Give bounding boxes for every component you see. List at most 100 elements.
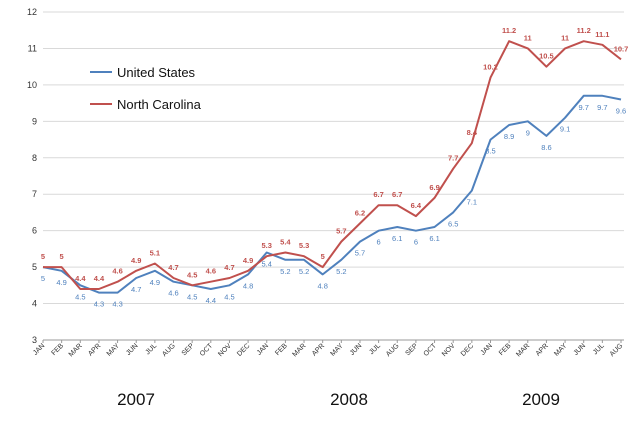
data-label-united-states: 8.9 <box>504 132 514 141</box>
data-label-united-states: 6 <box>377 238 381 247</box>
data-label-united-states: 9.7 <box>597 103 607 112</box>
x-tick-label: JUN <box>125 342 140 357</box>
data-label-north-carolina: 10.7 <box>614 44 629 53</box>
x-tick-label: JAN <box>256 342 270 356</box>
legend: United States North Carolina <box>90 65 202 112</box>
data-label-north-carolina: 4.7 <box>224 263 234 272</box>
x-tick-label: FEB <box>274 342 289 357</box>
data-label-united-states: 7.1 <box>467 198 477 207</box>
data-label-north-carolina: 5.1 <box>150 248 160 257</box>
data-label-north-carolina: 4.7 <box>168 263 178 272</box>
data-label-united-states: 4.3 <box>112 300 122 309</box>
data-label-north-carolina: 10.5 <box>539 52 554 61</box>
gridlines <box>43 11 624 341</box>
data-label-north-carolina: 11 <box>561 33 569 42</box>
data-label-united-states: 9.7 <box>578 103 588 112</box>
x-tick-label: OCT <box>199 342 215 358</box>
x-tick-label: APR <box>311 342 326 357</box>
x-tick-label: AUG <box>609 342 625 358</box>
y-tick-label: 5 <box>32 262 37 272</box>
data-label-north-carolina: 5 <box>60 252 64 261</box>
line-north-carolina <box>43 40 622 290</box>
x-tick-label: APR <box>87 342 102 357</box>
data-label-united-states: 4.8 <box>317 281 327 290</box>
x-tick-label: APR <box>535 342 550 357</box>
data-label-united-states: 6.5 <box>448 219 458 228</box>
data-label-north-carolina: 4.9 <box>243 256 253 265</box>
y-tick-label: 4 <box>32 299 37 309</box>
data-label-north-carolina: 4.6 <box>206 267 216 276</box>
data-label-united-states: 5.7 <box>355 249 365 258</box>
data-label-north-carolina: 5 <box>41 252 45 261</box>
data-label-united-states: 5.2 <box>299 267 309 276</box>
data-label-north-carolina: 5.3 <box>299 241 309 250</box>
line-united-states <box>42 94 622 294</box>
legend-label: United States <box>117 65 196 80</box>
x-tick-label: NOV <box>441 342 457 358</box>
data-label-north-carolina: 8.4 <box>467 128 478 137</box>
data-label-north-carolina: 5.7 <box>336 227 346 236</box>
y-tick-label: 7 <box>32 189 37 199</box>
x-tick-label: NOV <box>217 342 233 358</box>
data-label-united-states: 5.2 <box>280 267 290 276</box>
x-tick-label: AUG <box>161 342 177 358</box>
data-label-united-states: 6 <box>414 238 418 247</box>
y-axis-ticks: 3 4 5 6 7 8 9 10 11 12 <box>27 7 37 345</box>
data-label-united-states: 8.5 <box>485 147 495 156</box>
x-tick-label: MAR <box>515 342 531 358</box>
y-tick-label: 3 <box>32 335 37 345</box>
data-label-united-states: 8.6 <box>541 143 551 152</box>
x-tick-label: SEP <box>181 342 196 357</box>
legend-label: North Carolina <box>117 97 202 112</box>
data-label-north-carolina: 6.4 <box>411 201 422 210</box>
data-label-united-states: 4.7 <box>131 285 141 294</box>
data-label-north-carolina: 5.4 <box>280 238 291 247</box>
data-label-north-carolina: 6.7 <box>373 190 383 199</box>
data-label-united-states: 9.1 <box>560 125 570 134</box>
data-label-north-carolina: 6.2 <box>355 208 365 217</box>
data-label-united-states: 6.1 <box>429 234 439 243</box>
data-label-united-states: 4.5 <box>224 292 234 301</box>
y-tick-label: 12 <box>27 7 37 17</box>
series-lines <box>42 40 622 294</box>
data-label-north-carolina: 4.4 <box>75 274 86 283</box>
year-labels: 2007 2008 2009 <box>117 390 560 409</box>
data-label-north-carolina: 11.2 <box>577 26 591 35</box>
y-tick-label: 11 <box>28 43 37 53</box>
data-label-north-carolina: 6.7 <box>392 190 402 199</box>
data-label-north-carolina: 10.2 <box>483 63 498 72</box>
x-tick-label: DEC <box>460 342 475 357</box>
x-tick-label: MAY <box>106 342 122 358</box>
data-label-united-states: 5.2 <box>336 267 346 276</box>
x-tick-label: JUL <box>592 342 606 356</box>
x-tick-label: MAY <box>329 342 345 358</box>
x-tick-label: DEC <box>236 342 251 357</box>
y-tick-label: 10 <box>27 80 37 90</box>
x-tick-label: FEB <box>498 342 513 357</box>
data-label-united-states: 4.4 <box>206 296 216 305</box>
year-label: 2007 <box>117 390 155 409</box>
x-tick-label: SEP <box>404 342 419 357</box>
x-tick-label: JUN <box>349 342 364 357</box>
data-label-united-states: 4.9 <box>150 278 160 287</box>
data-label-united-states: 4.9 <box>56 278 66 287</box>
y-tick-label: 8 <box>32 153 37 163</box>
data-label-united-states: 4.3 <box>94 300 104 309</box>
data-label-united-states: 4.5 <box>187 292 197 301</box>
x-tick-label: AUG <box>385 342 401 358</box>
data-label-united-states: 9.6 <box>616 106 626 115</box>
x-tick-label: OCT <box>423 342 439 358</box>
year-label: 2008 <box>330 390 368 409</box>
data-label-united-states: 4.8 <box>243 281 253 290</box>
x-tick-label: MAR <box>291 342 307 358</box>
data-label-united-states: 4.6 <box>168 289 178 298</box>
data-label-north-carolina: 4.5 <box>187 270 197 279</box>
year-label: 2009 <box>522 390 560 409</box>
data-label-north-carolina: 4.9 <box>131 256 141 265</box>
x-tick-label: MAR <box>68 342 84 358</box>
x-tick-label: MAY <box>553 342 569 358</box>
y-tick-label: 9 <box>32 116 37 126</box>
data-label-north-carolina: 5 <box>321 252 325 261</box>
data-label-united-states: 4.5 <box>75 292 85 301</box>
